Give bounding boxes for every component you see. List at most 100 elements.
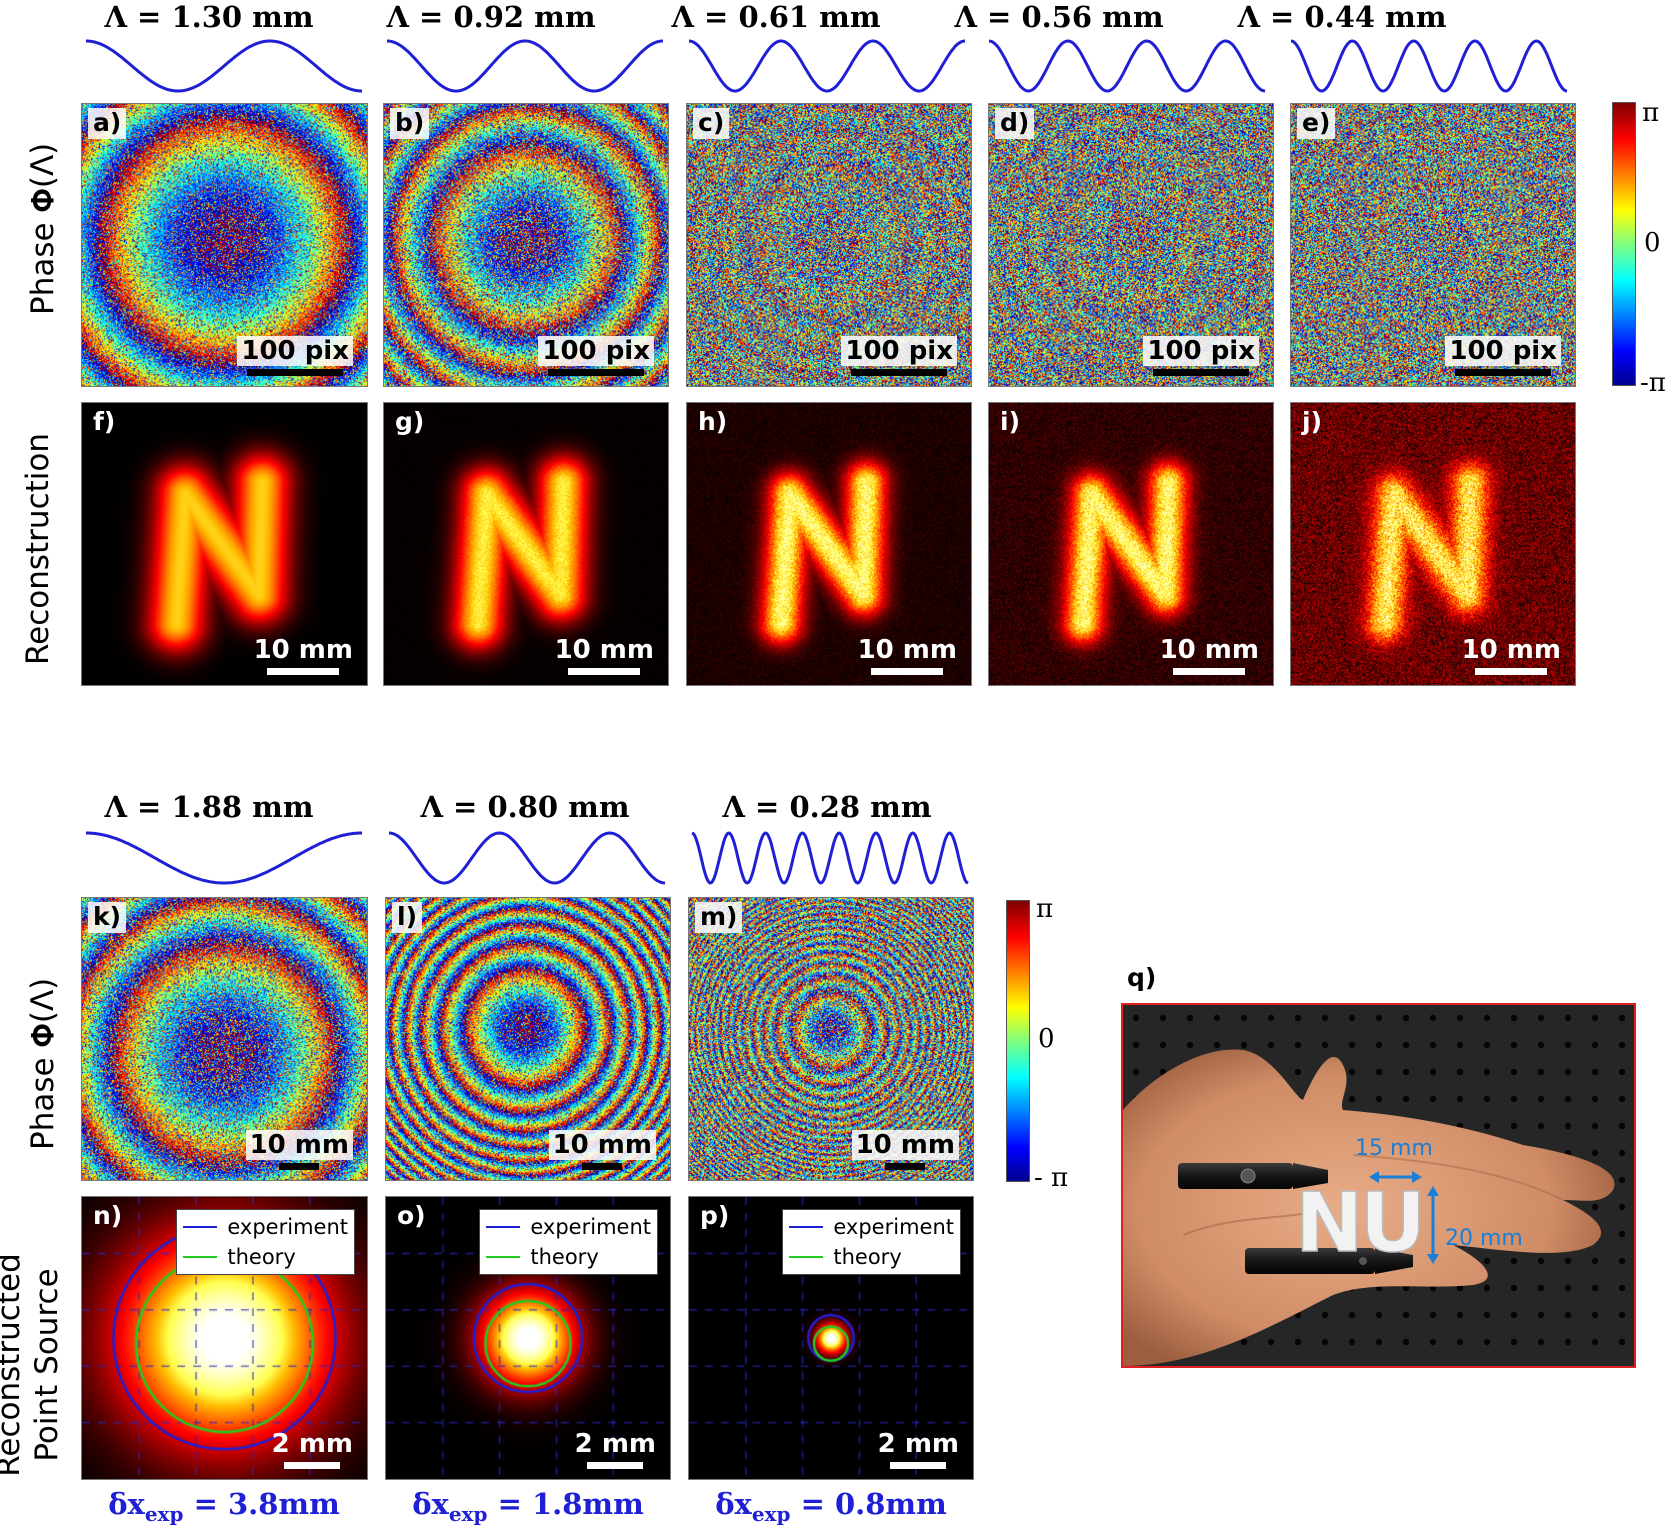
hand-crease xyxy=(1182,1209,1324,1236)
top-lambda-4: Λ = 0.56 mm xyxy=(954,0,1164,34)
resolution-o: δxexp = 1.8mm xyxy=(412,1487,644,1526)
legend-experiment-p: experiment xyxy=(833,1215,954,1239)
wave-7 xyxy=(388,831,666,885)
panel-label-m: m) xyxy=(695,902,743,933)
row-label-reconstruction: Reconstruction xyxy=(20,432,56,665)
panel-label-k: k) xyxy=(88,902,127,933)
wave-2 xyxy=(387,39,663,93)
row-label-point-source-line1: Reconstructed xyxy=(0,1253,27,1477)
wave-curve xyxy=(988,39,1266,93)
wave-curve xyxy=(688,39,966,93)
recon-panel-j: j) 10 mm xyxy=(1290,402,1576,686)
panel-label-d: d) xyxy=(995,108,1035,139)
scale-bar-n: 2 mm xyxy=(272,1429,353,1469)
phase-panel-b: b) 100 pix xyxy=(383,103,669,387)
panel-label-h: h) xyxy=(698,407,728,436)
wave-1 xyxy=(86,39,362,93)
wave-3 xyxy=(688,39,966,93)
resolution-n: δxexp = 3.8mm xyxy=(108,1487,340,1526)
scale-bar-c: 100 pix xyxy=(841,336,957,376)
legend-experiment-n: experiment xyxy=(227,1215,348,1239)
scale-bar-m: 10 mm xyxy=(851,1130,959,1170)
photo-panel-q: NU 15 mm 20 mm xyxy=(1121,1003,1636,1368)
colorbar-top xyxy=(1612,102,1636,386)
legend-swatch-theory xyxy=(183,1256,218,1258)
legend-swatch-theory xyxy=(789,1256,824,1258)
dim-height-label: 20 mm xyxy=(1445,1226,1523,1251)
legend-experiment-o: experiment xyxy=(530,1215,651,1239)
top-lambda-5: Λ = 0.44 mm xyxy=(1237,0,1447,34)
legend-p: experiment theory xyxy=(782,1209,961,1275)
dim-arrow-height-head-top xyxy=(1427,1186,1439,1196)
colorbar-bottom xyxy=(1006,900,1030,1182)
scale-bar-d: 100 pix xyxy=(1143,336,1259,376)
dim-width-label: 15 mm xyxy=(1355,1136,1433,1161)
hand-photo: NU 15 mm 20 mm xyxy=(1123,1005,1634,1366)
recon-image-i xyxy=(989,403,1273,685)
legend-swatch-experiment xyxy=(789,1226,824,1228)
wave-6 xyxy=(86,831,362,885)
legend-theory-o: theory xyxy=(530,1245,599,1269)
top-lambda-1: Λ = 1.30 mm xyxy=(104,0,314,34)
phase-panel-k: k) 10 mm xyxy=(81,897,368,1181)
panel-label-e: e) xyxy=(1297,108,1336,139)
recon-panel-i: i) 10 mm xyxy=(988,402,1274,686)
phase-panel-d: d) 100 pix xyxy=(988,103,1274,387)
scale-bar-p: 2 mm xyxy=(878,1429,959,1469)
bottom-lambda-3: Λ = 0.28 mm xyxy=(722,790,932,824)
scale-bar-f: 10 mm xyxy=(254,635,353,675)
phase-panel-e: e) 100 pix xyxy=(1290,103,1576,387)
wave-curve xyxy=(86,39,362,93)
recon-image-g xyxy=(384,403,668,685)
legend-o: experiment theory xyxy=(479,1209,658,1275)
tool-bottom xyxy=(1245,1248,1413,1274)
tool-top xyxy=(1178,1163,1328,1189)
scale-bar-o: 2 mm xyxy=(575,1429,656,1469)
dim-arrow-height-head-bottom xyxy=(1427,1254,1439,1264)
nu-letters: NU xyxy=(1295,1176,1422,1271)
recon-panel-g: g) 10 mm xyxy=(383,402,669,686)
recon-image-j xyxy=(1291,403,1575,685)
phase-panel-c: c) 100 pix xyxy=(686,103,972,387)
scale-bar-k: 10 mm xyxy=(245,1130,353,1170)
scale-bar-j: 10 mm xyxy=(1462,635,1561,675)
recon-panel-h: h) 10 mm xyxy=(686,402,972,686)
colorbar-bottom-min: - π xyxy=(1034,1163,1069,1193)
dim-arrow-width-head-left xyxy=(1369,1171,1379,1183)
dim-arrow-width-head-right xyxy=(1412,1171,1422,1183)
psf-panel-o: o) experiment theory 2 mm xyxy=(385,1196,671,1480)
panel-label-f: f) xyxy=(93,407,116,436)
scale-bar-l: 10 mm xyxy=(548,1130,656,1170)
colorbar-top-max: π xyxy=(1642,98,1660,128)
panel-label-a: a) xyxy=(88,108,127,139)
legend-swatch-theory xyxy=(486,1256,521,1258)
panel-label-i: i) xyxy=(1000,407,1020,436)
wave-8 xyxy=(691,831,969,885)
psf-panel-n: n) experiment theory 2 mm xyxy=(81,1196,368,1480)
wave-curve xyxy=(388,831,666,885)
bottom-lambda-1: Λ = 1.88 mm xyxy=(104,790,314,824)
legend-theory-p: theory xyxy=(833,1245,902,1269)
bottom-lambda-2: Λ = 0.80 mm xyxy=(420,790,630,824)
panel-label-p: p) xyxy=(700,1201,730,1230)
recon-panel-f: f) 10 mm xyxy=(81,402,368,686)
wave-curve xyxy=(387,39,663,93)
scale-bar-i: 10 mm xyxy=(1160,635,1259,675)
legend-n: experiment theory xyxy=(176,1209,355,1275)
colorbar-bottom-mid: 0 xyxy=(1038,1024,1055,1054)
top-lambda-3: Λ = 0.61 mm xyxy=(671,0,881,34)
scale-bar-a: 100 pix xyxy=(237,336,353,376)
top-lambda-2: Λ = 0.92 mm xyxy=(386,0,596,34)
hand xyxy=(1123,1049,1615,1366)
colorbar-top-min: -π xyxy=(1640,368,1666,398)
scale-bar-g: 10 mm xyxy=(555,635,654,675)
recon-image-f xyxy=(82,403,367,685)
panel-label-q: q) xyxy=(1127,963,1157,992)
phase-panel-m: m) 10 mm xyxy=(688,897,974,1181)
finger-line xyxy=(1352,1154,1564,1201)
legend-swatch-experiment xyxy=(486,1226,521,1228)
panel-label-o: o) xyxy=(397,1201,426,1230)
scale-bar-e: 100 pix xyxy=(1445,336,1561,376)
wave-curve xyxy=(86,831,362,885)
panel-label-n: n) xyxy=(93,1201,123,1230)
